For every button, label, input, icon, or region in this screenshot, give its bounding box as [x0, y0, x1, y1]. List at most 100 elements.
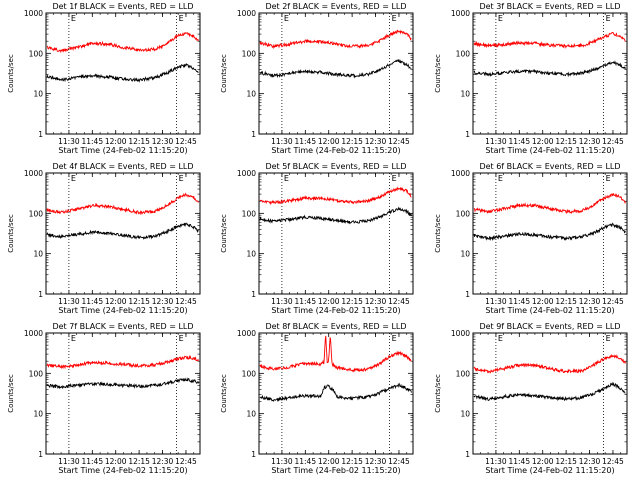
events-series-line — [473, 222, 626, 242]
x-tick-label: 12:15 — [341, 457, 363, 466]
detector-panel: Det 5f BLACK = Events, RED = LLD 1 10 100 10… — [220, 162, 414, 315]
x-tick-label: 12:45 — [175, 457, 197, 466]
x-tick-label: 11:45 — [508, 137, 530, 146]
x-tick-label: 11:45 — [294, 137, 316, 146]
x-tick-label: 12:45 — [602, 137, 624, 146]
event-marker-label: E — [392, 334, 397, 343]
y-axis-label: Counts/sec — [220, 374, 228, 413]
x-axis-label: Start Time (24-Feb-02 11:15:20) — [485, 146, 614, 155]
x-axis-label: Start Time (24-Feb-02 11:15:20) — [58, 466, 187, 475]
x-tick-label: 12:00 — [318, 137, 340, 146]
x-axis-label: Start Time (24-Feb-02 11:15:20) — [485, 306, 614, 315]
plot-frame — [258, 172, 414, 295]
y-tick-label: 100 — [242, 209, 257, 218]
panel-title: Det 2f BLACK = Events, RED = LLD — [265, 2, 406, 11]
y-tick-label: 10 — [33, 90, 43, 99]
detector-panel: Det 2f BLACK = Events, RED = LLD 1 10 100 10… — [220, 2, 414, 155]
x-tick-label: 11:45 — [508, 297, 530, 306]
x-axis-label: Start Time (24-Feb-02 11:15:20) — [271, 146, 400, 155]
x-tick-label: 12:30 — [579, 297, 601, 306]
x-tick-label: 12:15 — [555, 137, 577, 146]
plot-frame — [472, 172, 628, 295]
events-series-line — [259, 382, 412, 403]
panel-title: Det 3f BLACK = Events, RED = LLD — [479, 2, 620, 11]
lld-series-line — [473, 193, 626, 215]
x-axis-label: Start Time (24-Feb-02 11:15:20) — [485, 466, 614, 475]
x-axis-label: Start Time (24-Feb-02 11:15:20) — [271, 306, 400, 315]
plot-frame — [472, 12, 628, 135]
x-tick-label: 12:45 — [388, 297, 410, 306]
plot-frame — [45, 12, 201, 135]
x-tick-label: 12:00 — [105, 137, 127, 146]
x-tick-label: 12:00 — [318, 457, 340, 466]
detector-panel: Det 8f BLACK = Events, RED = LLD 1 10 100 10… — [220, 322, 414, 475]
x-tick-label: 11:30 — [58, 297, 80, 306]
detector-panel: Det 7f BLACK = Events, RED = LLD 1 10 100 10… — [7, 322, 201, 475]
y-tick-label: 100 — [456, 209, 471, 218]
y-tick-label: 10 — [460, 410, 470, 419]
y-tick-label: 1000 — [237, 169, 256, 178]
detector-panel: Det 3f BLACK = Events, RED = LLD 1 10 100 10… — [434, 2, 628, 155]
lld-series-line — [259, 29, 412, 50]
events-series-line — [259, 59, 412, 79]
y-tick-label: 1 — [38, 290, 43, 299]
panel-title: Det 9f BLACK = Events, RED = LLD — [479, 322, 620, 331]
detector-panel: Det 6f BLACK = Events, RED = LLD 1 10 100 10… — [434, 162, 628, 315]
x-tick-label: 12:45 — [175, 137, 197, 146]
y-tick-label: 1000 — [451, 329, 470, 338]
y-tick-label: 100 — [29, 209, 44, 218]
x-tick-label: 12:45 — [602, 297, 624, 306]
y-axis-label: Counts/sec — [434, 214, 442, 253]
y-axis-label: Counts/sec — [220, 54, 228, 93]
x-tick-label: 12:30 — [152, 297, 174, 306]
event-marker-label: E — [606, 14, 611, 23]
panel-title: Det 4f BLACK = Events, RED = LLD — [52, 162, 193, 171]
events-series-line — [46, 222, 199, 240]
event-marker-label: E — [498, 174, 503, 183]
event-marker-label: E — [392, 174, 397, 183]
x-axis-label: Start Time (24-Feb-02 11:15:20) — [271, 466, 400, 475]
y-tick-label: 1 — [465, 130, 470, 139]
y-tick-label: 10 — [246, 410, 256, 419]
event-marker-label: E — [71, 174, 76, 183]
events-series-line — [46, 62, 199, 83]
x-tick-label: 11:45 — [294, 457, 316, 466]
event-marker-label: E — [606, 174, 611, 183]
x-tick-label: 12:30 — [579, 137, 601, 146]
detector-panel: Det 4f BLACK = Events, RED = LLD 1 10 100 10… — [7, 162, 201, 315]
x-tick-label: 11:30 — [485, 297, 507, 306]
x-tick-label: 12:45 — [388, 137, 410, 146]
event-marker-label: E — [498, 14, 503, 23]
y-tick-label: 100 — [456, 369, 471, 378]
y-tick-label: 10 — [460, 90, 470, 99]
y-tick-label: 10 — [33, 410, 43, 419]
x-tick-label: 11:30 — [271, 137, 293, 146]
y-tick-label: 10 — [460, 250, 470, 259]
y-tick-label: 10 — [246, 90, 256, 99]
events-series-line — [46, 377, 199, 390]
lld-series-line — [46, 192, 199, 216]
x-tick-label: 11:30 — [58, 137, 80, 146]
plot-frame — [472, 332, 628, 455]
y-axis-label: Counts/sec — [7, 214, 15, 253]
detector-panel: Det 9f BLACK = Events, RED = LLD 1 10 100 10… — [434, 322, 628, 475]
y-tick-label: 1 — [251, 450, 256, 459]
event-marker-label: E — [284, 334, 289, 343]
x-tick-label: 11:30 — [271, 457, 293, 466]
event-marker-label: E — [498, 334, 503, 343]
y-tick-label: 1 — [251, 130, 256, 139]
x-tick-label: 11:45 — [81, 137, 103, 146]
y-tick-label: 10 — [246, 250, 256, 259]
y-axis-label: Counts/sec — [7, 374, 15, 413]
x-tick-label: 12:00 — [105, 297, 127, 306]
y-tick-label: 10 — [33, 250, 43, 259]
event-marker-label: E — [179, 14, 184, 23]
y-axis-label: Counts/sec — [7, 54, 15, 93]
plot-frame — [45, 172, 201, 295]
y-tick-label: 100 — [242, 49, 257, 58]
panel-title: Det 6f BLACK = Events, RED = LLD — [479, 162, 620, 171]
lld-series-line — [259, 186, 412, 206]
x-tick-label: 11:45 — [294, 297, 316, 306]
